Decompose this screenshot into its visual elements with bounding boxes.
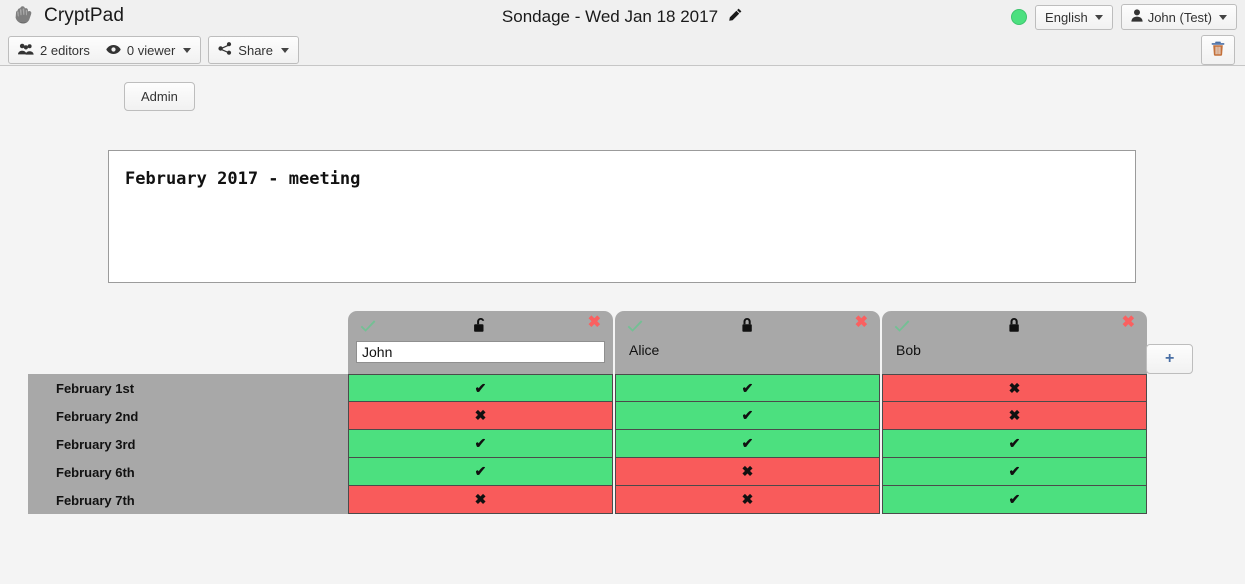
share-nodes-icon <box>218 42 232 58</box>
main-content: Admin February 2017 - meeting February 1… <box>0 66 1245 584</box>
poll-column-header: ✖ Bob <box>882 311 1147 374</box>
language-label: English <box>1045 9 1088 25</box>
app-brand: CryptPad <box>10 2 124 30</box>
chevron-down-icon <box>183 47 192 53</box>
poll-vote-cell[interactable]: ✖ <box>348 486 613 514</box>
poll-vote-cell[interactable]: ✔ <box>882 486 1147 514</box>
app-name: CryptPad <box>44 5 125 26</box>
poll-vote-cell[interactable]: ✔ <box>615 402 880 430</box>
user-menu-button[interactable]: John (Test) <box>1120 4 1237 30</box>
poll-column-bob: ✖ Bob ✖ ✖ ✔ ✔ ✔ <box>882 311 1147 514</box>
toolbar-left-group: 2 editors 0 viewer <box>8 36 299 64</box>
page-title: Sondage - Wed Jan 18 2017 <box>501 6 719 26</box>
poll-vote-cell[interactable]: ✖ <box>882 402 1147 430</box>
add-column-button[interactable]: + <box>1146 344 1194 374</box>
share-button[interactable]: Share <box>208 36 299 64</box>
poll-vote-cell[interactable]: ✖ <box>348 402 613 430</box>
chevron-down-icon <box>1094 14 1103 20</box>
user-icon <box>1131 9 1143 25</box>
poll-column-cells: ✔ ✔ ✔ ✖ ✖ <box>615 374 880 514</box>
poll-vote-cell[interactable]: ✔ <box>348 374 613 402</box>
poll-vote-cell[interactable]: ✔ <box>348 430 613 458</box>
poll-row-label-column: February 1st February 2nd February 3rd F… <box>28 374 348 514</box>
cross-icon[interactable]: ✖ <box>587 314 601 331</box>
check-icon[interactable] <box>627 317 643 336</box>
trash-icon <box>1211 41 1225 59</box>
poll-table: February 1st February 2nd February 3rd F… <box>0 311 1245 531</box>
poll-column-header-icons: ✖ <box>615 311 880 339</box>
check-icon[interactable] <box>894 317 910 336</box>
table-row-label: February 3rd <box>56 436 136 452</box>
poll-description-box[interactable]: February 2017 - meeting <box>108 150 1136 283</box>
share-label: Share <box>238 42 273 58</box>
lock-icon[interactable] <box>739 316 756 338</box>
poll-column-header-icons: ✖ <box>882 311 1147 339</box>
poll-column-header: ✖ <box>348 311 613 374</box>
poll-column-john: ✖ ✔ ✖ ✔ ✔ ✖ <box>348 311 613 514</box>
toolbar-top-row: CryptPad Sondage - Wed Jan 18 2017 Engli… <box>0 0 1245 33</box>
check-icon[interactable] <box>360 317 376 336</box>
viewers-count-label: 0 viewer <box>126 42 176 58</box>
table-row-label: February 2nd <box>56 408 139 424</box>
cross-icon[interactable]: ✖ <box>854 314 868 331</box>
poll-vote-cell[interactable]: ✖ <box>615 486 880 514</box>
users-icon <box>18 43 34 58</box>
table-row-label: February 7th <box>56 492 135 508</box>
delete-button[interactable] <box>1201 35 1235 65</box>
plus-icon: + <box>1165 350 1175 367</box>
table-row-label: February 1st <box>56 380 135 396</box>
unlock-icon[interactable] <box>472 316 489 338</box>
poll-column-header: ✖ Alice <box>615 311 880 374</box>
chevron-down-icon <box>1219 14 1227 20</box>
poll-column-name-label: Alice <box>629 342 660 358</box>
poll-column-cells: ✖ ✖ ✔ ✔ ✔ <box>882 374 1147 514</box>
admin-button[interactable]: Admin <box>124 82 195 111</box>
green-status-dot <box>1011 9 1028 25</box>
chevron-down-icon <box>281 47 289 53</box>
poll-vote-cell[interactable]: ✔ <box>615 430 880 458</box>
editors-count-label: 2 editors <box>40 42 90 58</box>
poll-column-name-label: Bob <box>896 342 921 358</box>
language-selector[interactable]: English <box>1035 4 1113 30</box>
toolbar-right-group: English John (Test) <box>1011 4 1237 30</box>
poll-vote-cell[interactable]: ✔ <box>615 374 880 402</box>
poll-column-name-input[interactable] <box>356 341 605 363</box>
poll-vote-cell[interactable]: ✖ <box>882 374 1147 402</box>
poll-table-inner: February 1st February 2nd February 3rd F… <box>0 311 1245 531</box>
fist-logo-icon <box>10 2 36 30</box>
pencil-icon[interactable] <box>727 7 743 26</box>
table-row-label: February 6th <box>56 464 135 480</box>
user-list-button[interactable]: 2 editors 0 viewer <box>8 36 202 64</box>
toolbar-bottom-row: 2 editors 0 viewer <box>0 33 1245 65</box>
poll-vote-cell[interactable]: ✔ <box>882 430 1147 458</box>
cross-icon[interactable]: ✖ <box>1121 314 1135 331</box>
user-name-label: John (Test) <box>1147 9 1212 25</box>
poll-vote-cell[interactable]: ✔ <box>348 458 613 486</box>
document-title-area: Sondage - Wed Jan 18 2017 <box>0 0 1245 33</box>
poll-description-text: February 2017 - meeting <box>125 169 361 189</box>
app-toolbar: CryptPad Sondage - Wed Jan 18 2017 Engli… <box>0 0 1245 66</box>
lock-icon[interactable] <box>1006 316 1023 338</box>
poll-columns: ✖ ✔ ✖ ✔ ✔ ✖ <box>348 311 1147 514</box>
eye-icon <box>106 43 121 58</box>
poll-column-alice: ✖ Alice ✔ ✔ ✔ ✖ ✖ <box>615 311 880 514</box>
poll-column-cells: ✔ ✖ ✔ ✔ ✖ <box>348 374 613 514</box>
poll-vote-cell[interactable]: ✖ <box>615 458 880 486</box>
poll-vote-cell[interactable]: ✔ <box>882 458 1147 486</box>
poll-column-header-icons: ✖ <box>348 311 613 339</box>
